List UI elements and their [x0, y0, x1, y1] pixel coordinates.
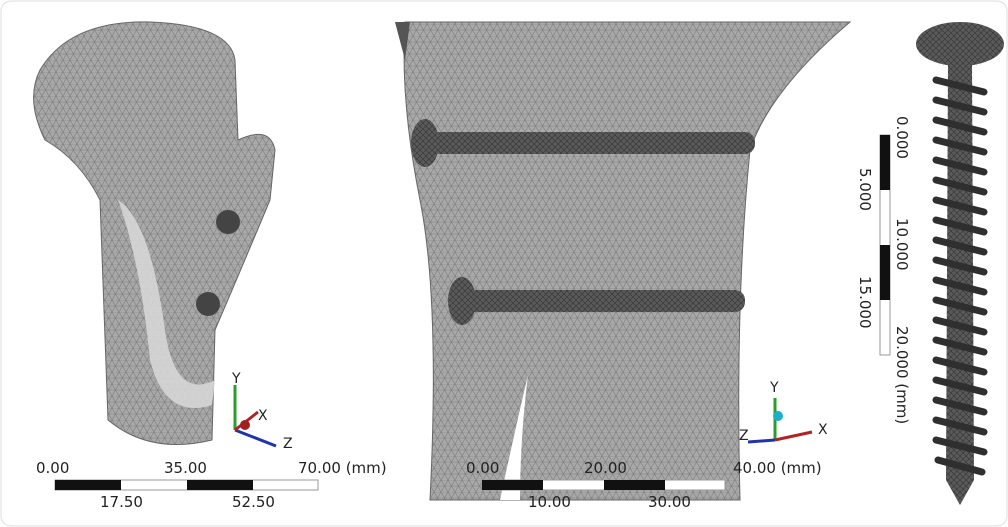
scale-label: 10.000 [893, 218, 911, 271]
scale-label: 0.00 [36, 459, 69, 477]
axis-label: X [818, 422, 828, 438]
scale-label: 0.000 [893, 116, 911, 159]
scale-label: 20.00 [584, 459, 627, 477]
scale-label: 17.50 [100, 493, 143, 511]
scale-label: 10.00 [528, 493, 571, 511]
figure: Y X Z 0.00 35.00 70.00 (mm) 17.50 52.50 … [0, 0, 1008, 527]
axis-label: X [258, 408, 268, 424]
scale-label: 0.00 [466, 459, 499, 477]
scale-label: 52.50 [232, 493, 275, 511]
axis-label: Y [231, 371, 241, 387]
scale-label: 30.00 [648, 493, 691, 511]
axis-label: Z [739, 428, 749, 444]
scale-label: 15.000 [856, 276, 874, 329]
scale-label: 5.000 [856, 168, 874, 211]
axis-label: Z [283, 436, 293, 452]
scale-label: 20.000 (mm) [893, 326, 911, 424]
scale-label: 70.00 (mm) [298, 459, 387, 477]
axis-label: Y [769, 380, 779, 396]
scale-label: 40.00 (mm) [733, 459, 822, 477]
scale-label: 35.00 [164, 459, 207, 477]
